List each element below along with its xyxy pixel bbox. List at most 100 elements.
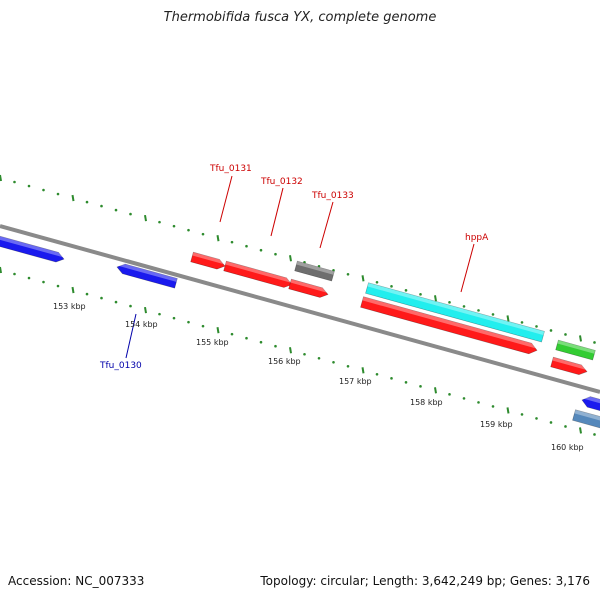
outer-track-minor-tick <box>201 232 205 236</box>
inner-track-minor-tick <box>390 377 393 380</box>
outer-track-major-tick <box>361 275 365 282</box>
inner-track-minor-tick <box>448 393 451 396</box>
outer-track-major-tick <box>506 315 510 322</box>
inner-track-minor-tick <box>187 320 190 324</box>
tick-label: 156 kbp <box>268 357 301 366</box>
gene-label-tfu-0133[interactable]: Tfu_0133 <box>311 191 354 201</box>
outer-track-minor-tick <box>230 240 234 244</box>
labels: 153 kbp 154 kbp 155 kbp 156 kbp 157 kbp 158 k… <box>53 164 584 452</box>
gene-tfu-0133[interactable] <box>294 260 335 282</box>
outer-track-minor-tick <box>259 248 263 252</box>
gene-hppa[interactable] <box>365 282 545 343</box>
inner-track-minor-tick <box>245 336 248 340</box>
outer-track-minor-tick <box>114 208 118 212</box>
tick-label: 155 kbp <box>196 338 229 347</box>
tick-label: 153 kbp <box>53 302 86 311</box>
outer-track-minor-tick <box>346 272 350 276</box>
gene-blue-right[interactable] <box>581 394 600 413</box>
inner-track-minor-tick <box>535 417 538 420</box>
leader-line <box>460 243 475 293</box>
gene-blue-left[interactable] <box>0 234 66 264</box>
outer-track-minor-tick <box>56 192 60 196</box>
inner-track-major-tick <box>506 407 510 414</box>
tick-label: 158 kbp <box>410 398 443 407</box>
inner-track-major-tick <box>0 266 2 274</box>
outer-track-minor-tick <box>462 305 466 308</box>
inner-track-minor-tick <box>158 312 161 316</box>
gene-label-tfu-0131[interactable]: Tfu_0131 <box>209 164 252 174</box>
outer-track-minor-tick <box>549 329 553 332</box>
inner-track-minor-tick <box>375 373 379 376</box>
outer-track-major-tick <box>579 335 582 342</box>
inner-track-minor-tick <box>172 316 176 320</box>
inner-track-minor-tick <box>491 405 495 408</box>
leader-line <box>319 201 334 249</box>
leader-line <box>125 313 137 359</box>
inner-track-minor-tick <box>85 292 89 296</box>
accession-text: Accession: NC_007333 <box>8 574 145 588</box>
inner-track-minor-tick <box>100 296 103 300</box>
outer-track-minor-tick <box>274 252 277 256</box>
inner-track-minor-tick <box>56 284 60 288</box>
gene-features[interactable] <box>0 234 600 430</box>
inner-track-minor-tick <box>201 324 205 328</box>
inner-track-minor-tick <box>230 332 234 336</box>
inner-track-major-tick <box>579 427 582 434</box>
outer-track-major-tick <box>0 174 2 182</box>
page-title: Thermobifida fusca YX, complete genome <box>163 10 437 25</box>
leader-line <box>219 175 233 223</box>
outer-track-minor-tick <box>317 264 321 268</box>
inner-track-minor-tick <box>462 397 466 400</box>
outer-track-minor-tick <box>520 321 524 324</box>
inner-track-minor-tick <box>419 385 422 388</box>
inner-track-major-tick <box>144 306 147 314</box>
inner-track-minor-tick <box>259 340 263 344</box>
outer-track-minor-tick <box>375 281 379 284</box>
inner-track-minor-tick <box>114 300 118 304</box>
inner-track-major-tick <box>216 327 220 334</box>
outer-track-minor-tick <box>564 333 567 336</box>
tick-dots <box>0 174 596 436</box>
gene-label-tfu-0132[interactable]: Tfu_0132 <box>260 177 303 187</box>
inner-track-minor-tick <box>346 364 350 368</box>
gene-tfu-0132[interactable] <box>223 260 294 289</box>
inner-track-minor-tick <box>332 360 335 364</box>
inner-track-minor-tick <box>274 344 277 348</box>
inner-track-minor-tick <box>404 381 408 384</box>
gene-red-right[interactable] <box>550 356 589 376</box>
outer-track-minor-tick <box>245 244 248 248</box>
gene-tfu-0131[interactable] <box>190 251 227 271</box>
inner-track-minor-tick <box>564 425 567 428</box>
outer-track-minor-tick <box>593 341 596 344</box>
gene-tfu-0130[interactable] <box>116 262 178 289</box>
gene-red-small[interactable] <box>288 278 330 299</box>
gene-red-long[interactable] <box>360 296 539 356</box>
outer-track-major-tick <box>216 235 220 242</box>
outer-track-minor-tick <box>42 188 45 192</box>
outer-track-major-tick <box>144 214 147 222</box>
tick-label: 160 kbp <box>551 443 584 452</box>
outer-track-minor-tick <box>477 309 480 312</box>
outer-track-minor-tick <box>27 184 31 188</box>
outer-track-minor-tick <box>332 268 335 272</box>
outer-track-major-tick <box>289 255 292 262</box>
gene-label-tfu-0130[interactable]: Tfu_0130 <box>99 361 142 371</box>
outer-track-minor-tick <box>158 220 161 224</box>
outer-track-minor-tick <box>13 180 16 184</box>
outer-track-major-tick <box>71 194 75 202</box>
genome-backbone <box>0 224 600 394</box>
inner-track-minor-tick <box>27 276 31 280</box>
outer-track-minor-tick <box>390 285 393 288</box>
inner-track-minor-tick <box>317 356 321 360</box>
inner-track-minor-tick <box>129 304 132 308</box>
gene-green[interactable] <box>555 339 596 361</box>
inner-track-major-tick <box>361 367 365 374</box>
gene-steel[interactable] <box>572 409 600 430</box>
outer-track-minor-tick <box>129 212 132 216</box>
inner-track-minor-tick <box>303 352 306 356</box>
outer-track-minor-tick <box>419 293 422 296</box>
tick-label: 157 kbp <box>339 377 372 386</box>
gene-label-hppa[interactable]: hppA <box>465 233 489 243</box>
outer-track-minor-tick <box>491 313 495 316</box>
